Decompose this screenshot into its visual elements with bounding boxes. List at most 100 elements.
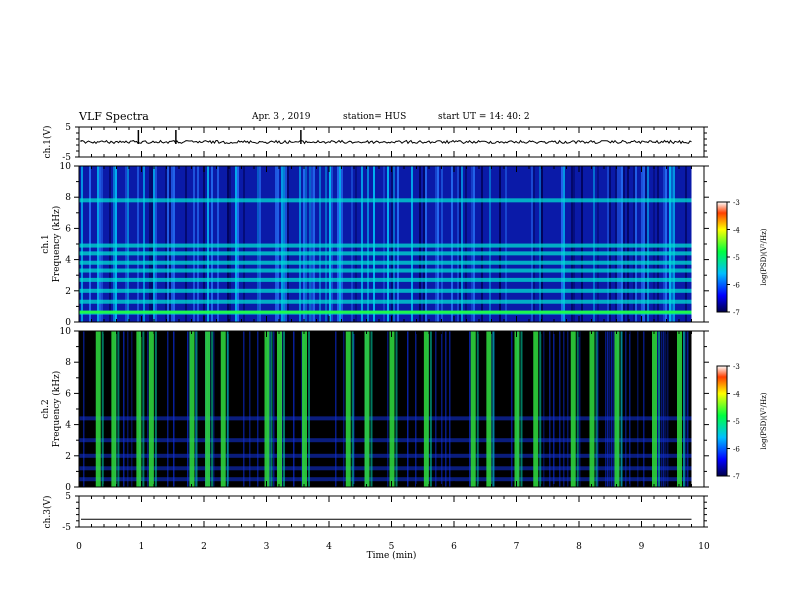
ch2-stripe — [491, 331, 493, 487]
colorbar-tick-label: -6 — [733, 282, 740, 290]
colorbar-tick-label: -7 — [733, 309, 740, 317]
ch2-burst — [423, 331, 429, 487]
ch2-stripe — [147, 331, 149, 487]
ch2-burst-edge — [351, 331, 354, 487]
ch2-stripe — [257, 331, 259, 487]
colorbar-tick-label: -6 — [733, 446, 740, 454]
ch2-burst — [148, 331, 154, 487]
ch2-stripe — [613, 331, 615, 487]
colorbar-tick-label: -4 — [733, 227, 740, 235]
x-tick-label: 4 — [326, 542, 332, 552]
ch2-burst-edge — [370, 331, 373, 487]
y-tick-label: 6 — [65, 389, 71, 399]
ch2-burst-edge — [283, 331, 285, 487]
ch2-burst-edge — [576, 331, 579, 487]
ch1-waveform-line — [80, 139, 692, 145]
ch2-burst-edge — [658, 331, 660, 487]
x-tick-label: 9 — [639, 542, 645, 552]
ch2-burst-edge — [429, 331, 432, 487]
ch2-stripe — [131, 331, 133, 487]
colorbar-tick-label: -7 — [733, 473, 740, 481]
ch2-stripe — [173, 331, 175, 487]
colorbar-gradient — [717, 202, 727, 312]
ch2-stripe — [629, 331, 631, 487]
ch2-burst-edge — [683, 331, 685, 487]
ch2-burst — [95, 331, 101, 487]
station-label: station= HUS — [343, 112, 407, 122]
y-tick-label: 4 — [65, 256, 71, 266]
ch1-band — [79, 268, 692, 273]
ch2-burst — [514, 331, 520, 487]
colorbar-label: log(PSD)(V²/Hz) — [760, 228, 768, 285]
ch2-stripe — [269, 331, 271, 487]
ch2-spectrogram-bg — [79, 331, 692, 487]
ch2-burst-edge — [476, 331, 479, 487]
y-tick-label: 2 — [65, 452, 71, 462]
y-tick-label: -5 — [62, 523, 71, 533]
start-time-label: start UT = 14: 40: 2 — [438, 112, 530, 122]
ch2-band — [79, 477, 692, 482]
ch2-stripe — [657, 331, 659, 487]
ch2-burst — [205, 331, 211, 487]
ch2-stripe — [607, 331, 609, 487]
ch2-burst — [345, 331, 351, 487]
ch1-band — [79, 198, 692, 203]
ch2-burst-edge — [620, 331, 623, 487]
colorbar-gradient — [717, 366, 727, 476]
colorbar-tick-label: -4 — [733, 391, 740, 399]
y-tick-label: 0 — [65, 483, 71, 493]
chart-title: VLF Spectra — [79, 110, 149, 123]
ch2-burst-edge — [211, 331, 214, 487]
ch2-band — [79, 453, 692, 458]
ch2-burst — [470, 331, 476, 487]
x-tick-label: 3 — [264, 542, 270, 552]
ch2-burst — [652, 331, 657, 487]
ch2-stripe — [643, 331, 645, 487]
ch2-burst — [614, 331, 620, 487]
ch2-burst-edge — [520, 331, 523, 487]
ch2-stripe — [301, 331, 303, 487]
ch2-stripe — [407, 331, 409, 487]
ch1-band — [79, 251, 692, 256]
x-axis-label: Time (min) — [367, 550, 417, 561]
ch2-burst — [389, 331, 395, 487]
ch2-burst — [533, 331, 539, 487]
ch2-stripe — [549, 331, 551, 487]
ch3-waveform-ylabel: ch.3(V) — [42, 496, 53, 529]
ch2-burst — [364, 331, 370, 487]
ch2-burst-edge — [308, 331, 310, 487]
ch2-stripe — [123, 331, 125, 487]
ch2-frequency-ylabel: Frequency (kHz) — [51, 371, 62, 448]
ch2-burst — [111, 331, 117, 487]
x-tick-label: 0 — [76, 542, 82, 552]
ch2-stripe — [567, 331, 569, 487]
y-tick-label: 8 — [65, 358, 71, 368]
ch2-stripe — [83, 331, 85, 487]
ch1-band — [79, 260, 692, 265]
x-tick-label: 8 — [576, 542, 582, 552]
ch2-burst-edge — [142, 331, 145, 487]
ch1-band-strong — [79, 310, 692, 314]
ch2-stripe — [213, 331, 215, 487]
ch2-stripe — [611, 331, 613, 487]
ch2-burst-edge — [195, 331, 198, 487]
ch1-band — [79, 243, 692, 248]
y-tick-label: 8 — [65, 193, 71, 203]
ch2-burst — [589, 331, 595, 487]
ch2-stripe — [435, 331, 437, 487]
ch2-stripe — [543, 331, 545, 487]
ch2-burst-edge — [226, 331, 229, 487]
x-tick-label: 2 — [201, 542, 207, 552]
ch2-burst-edge — [154, 331, 157, 487]
ch2-burst — [302, 331, 307, 487]
ch2-burst — [677, 331, 682, 487]
ch2-stripe — [187, 331, 189, 487]
ch2-stripe — [625, 331, 627, 487]
ch2-stripe — [249, 331, 251, 487]
ch1-channel-label: ch.1 — [41, 234, 51, 253]
ch2-stripe — [387, 331, 389, 487]
ch2-burst — [570, 331, 576, 487]
x-tick-label: 1 — [139, 542, 145, 552]
ch2-burst — [264, 331, 270, 487]
